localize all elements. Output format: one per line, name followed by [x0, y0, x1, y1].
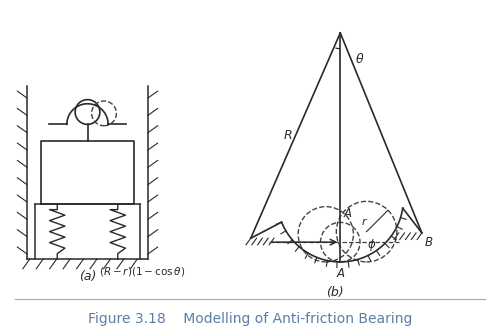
Text: $\theta$: $\theta$ — [356, 52, 364, 66]
Text: (b): (b) — [326, 286, 344, 299]
Text: (a): (a) — [79, 270, 96, 283]
Text: Figure 3.18    Modelling of Anti-friction Bearing: Figure 3.18 Modelling of Anti-friction B… — [88, 312, 412, 326]
Text: $(R-r)(1-\cos\theta)$: $(R-r)(1-\cos\theta)$ — [100, 265, 186, 278]
Text: A: A — [336, 267, 344, 280]
Text: A: A — [344, 207, 351, 220]
Text: B: B — [424, 236, 432, 249]
Text: R: R — [284, 129, 292, 142]
Text: r: r — [362, 217, 366, 227]
Text: $\phi$: $\phi$ — [367, 237, 376, 253]
